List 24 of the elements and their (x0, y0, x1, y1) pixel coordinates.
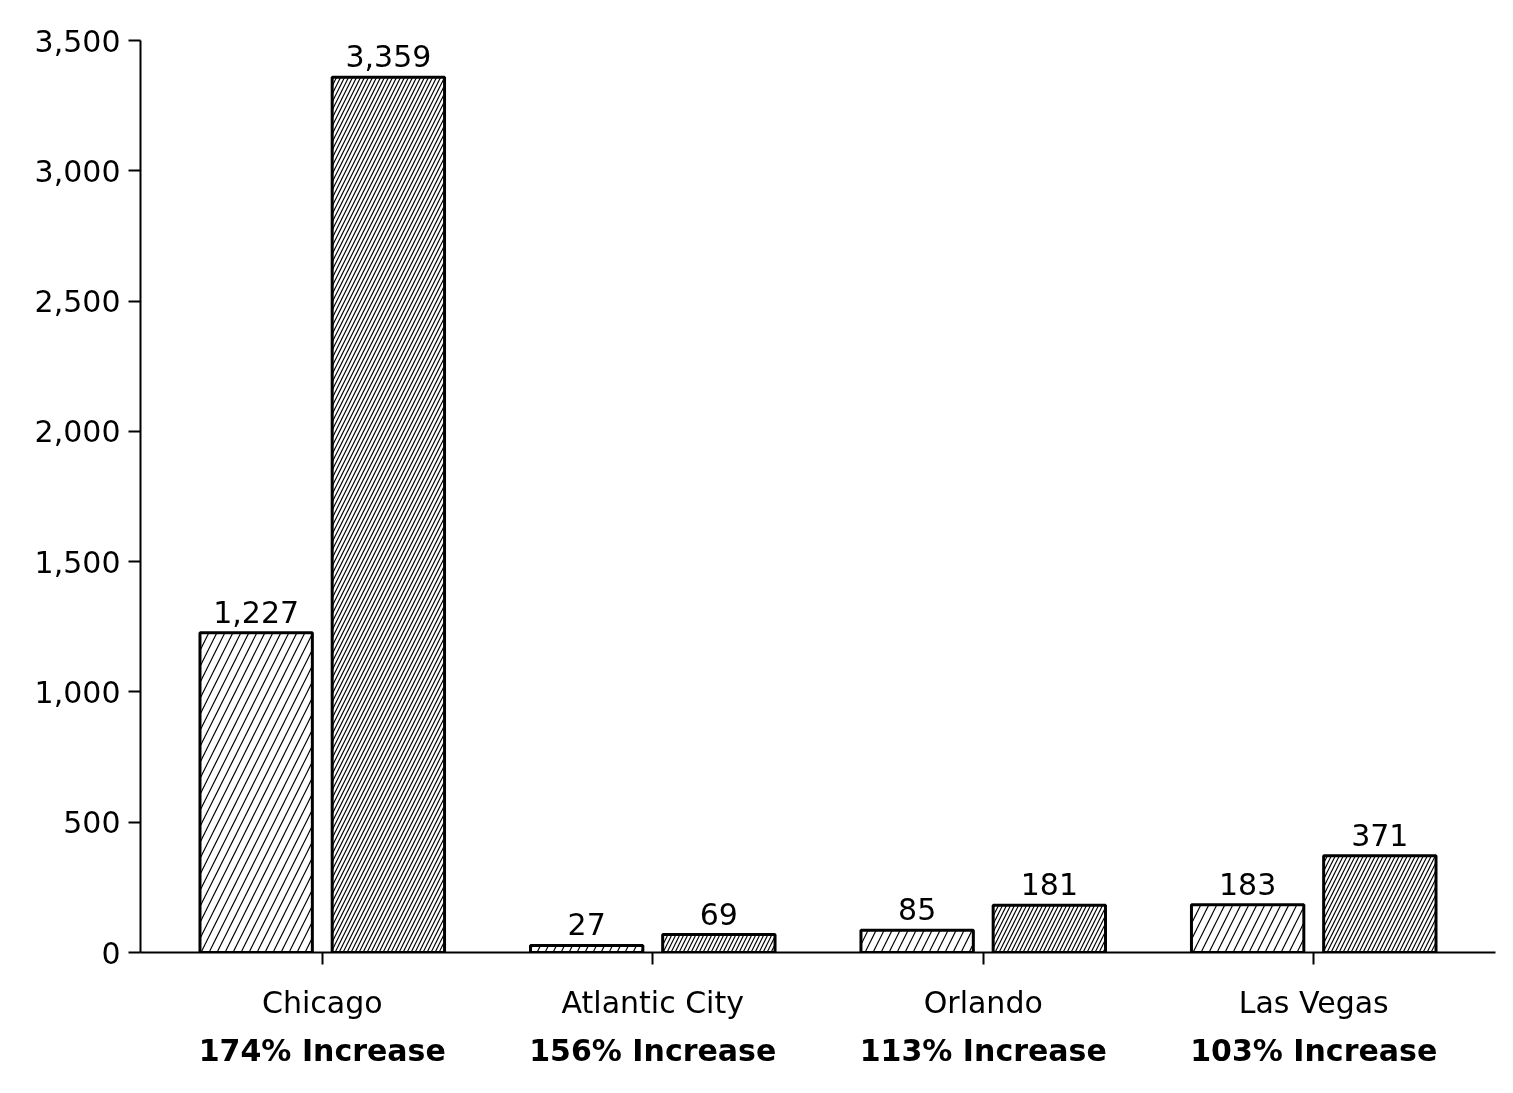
y-tick-label: 1,500 (34, 544, 121, 580)
text: 113% Increase (859, 1032, 1107, 1068)
data-label: 371 (1351, 817, 1409, 853)
data-label: 3,359 (345, 39, 432, 75)
y-tick-label: 3,500 (34, 23, 121, 59)
data-label: 85 (898, 892, 937, 928)
y-tick-label: 2,000 (34, 414, 121, 450)
data-label: 181 (1020, 867, 1078, 903)
y-tick-label: 1,000 (34, 674, 121, 710)
x-tick-label: Atlantic City (561, 984, 744, 1020)
data-label: 1,227 (213, 594, 300, 630)
x-tick-label: Orlando (923, 984, 1043, 1020)
data-label: 183 (1219, 866, 1277, 902)
text: 103% Increase (1190, 1032, 1438, 1068)
x-tick-label: Las Vegas (1238, 984, 1389, 1020)
x-tick-label: Chicago (261, 984, 383, 1020)
text: 156% Increase (529, 1032, 777, 1068)
data-label: 27 (567, 907, 606, 943)
text: 174% Increase (198, 1032, 446, 1068)
y-tick-label: 500 (63, 805, 121, 841)
y-tick-label: 2,500 (34, 284, 121, 320)
y-tick-label: 3,000 (34, 153, 121, 189)
y-tick-label: 0 (101, 935, 121, 971)
data-label: 69 (699, 896, 738, 932)
